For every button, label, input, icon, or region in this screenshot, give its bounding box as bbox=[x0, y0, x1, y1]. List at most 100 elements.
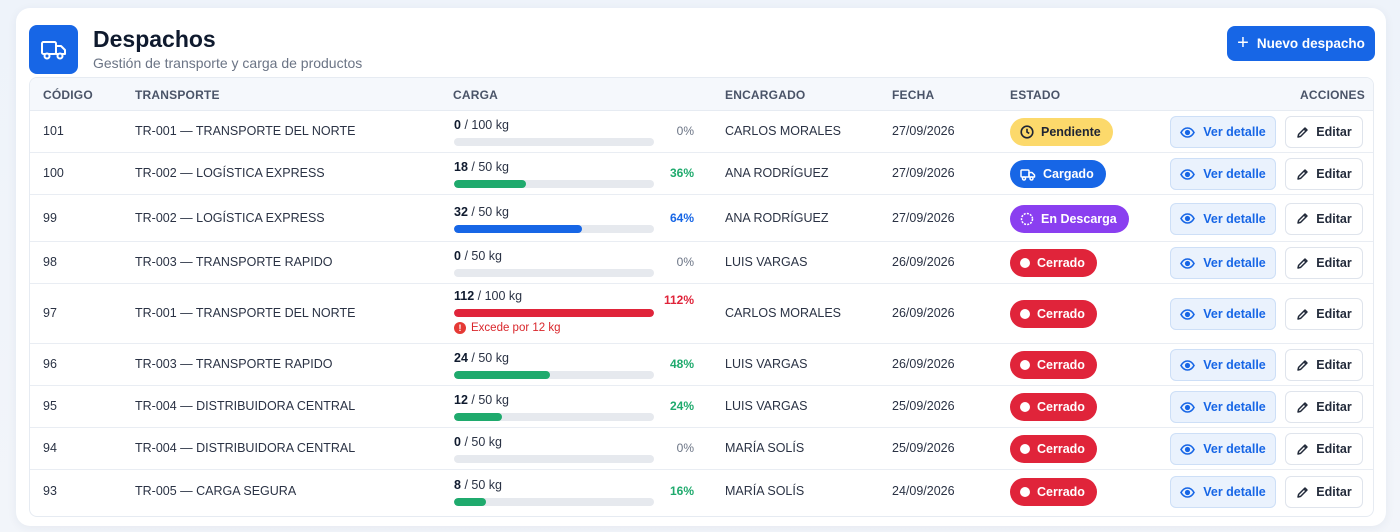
status-badge: Cerrado bbox=[1010, 351, 1097, 379]
edit-label: Editar bbox=[1316, 307, 1352, 321]
new-dispatch-button[interactable]: + Nuevo despacho bbox=[1227, 26, 1375, 61]
row-load: 18 / 50 kg bbox=[454, 160, 509, 174]
edit-label: Editar bbox=[1316, 167, 1352, 181]
load-progress-fill bbox=[454, 309, 654, 317]
edit-button[interactable]: Editar bbox=[1285, 202, 1363, 235]
status-label: En Descarga bbox=[1041, 211, 1117, 226]
edit-label: Editar bbox=[1316, 485, 1352, 499]
row-manager: CARLOS MORALES bbox=[725, 306, 842, 320]
table-row: 93 TR-005 — CARGA SEGURA 8 / 50 kg 16% M… bbox=[30, 470, 1373, 514]
row-code: 101 bbox=[43, 124, 64, 138]
edit-button[interactable]: Editar bbox=[1285, 116, 1363, 148]
row-transport: TR-005 — CARGA SEGURA bbox=[135, 484, 297, 498]
view-detail-button[interactable]: Ver detalle bbox=[1170, 116, 1276, 148]
row-load-value: 12 bbox=[454, 393, 468, 407]
view-detail-button[interactable]: Ver detalle bbox=[1170, 298, 1276, 330]
dot-icon bbox=[1020, 309, 1030, 319]
edit-button[interactable]: Editar bbox=[1285, 349, 1363, 381]
status-badge: En Descarga bbox=[1010, 204, 1129, 233]
col-date: FECHA bbox=[892, 88, 935, 102]
row-code: 100 bbox=[43, 166, 64, 180]
load-progress-bar bbox=[454, 138, 654, 146]
eye-icon bbox=[1180, 168, 1196, 180]
edit-label: Editar bbox=[1316, 442, 1352, 456]
pencil-icon bbox=[1297, 213, 1309, 224]
load-progress-bar bbox=[454, 224, 654, 233]
row-manager: CARLOS MORALES bbox=[725, 124, 842, 138]
view-detail-label: Ver detalle bbox=[1203, 211, 1266, 226]
edit-button[interactable]: Editar bbox=[1285, 391, 1363, 423]
dot-icon bbox=[1020, 258, 1030, 268]
row-load-capacity: / 100 kg bbox=[477, 289, 523, 303]
edit-button[interactable]: Editar bbox=[1285, 158, 1363, 190]
row-transport: TR-003 — TRANSPORTE RAPIDO bbox=[135, 357, 333, 371]
load-progress-bar bbox=[454, 455, 654, 463]
row-load-value: 8 bbox=[454, 478, 461, 492]
row-transport: TR-002 — LOGÍSTICA EXPRESS bbox=[135, 166, 325, 180]
pencil-icon bbox=[1297, 443, 1309, 455]
row-load: 0 / 50 kg bbox=[454, 249, 502, 263]
row-date: 27/09/2026 bbox=[892, 210, 955, 225]
pencil-icon bbox=[1297, 126, 1309, 138]
view-detail-button[interactable]: Ver detalle bbox=[1170, 349, 1276, 381]
page-header: Despachos Gestión de transporte y carga … bbox=[29, 17, 1375, 77]
warning-text: Excede por 12 kg bbox=[471, 322, 561, 334]
eye-icon bbox=[1180, 213, 1196, 224]
row-transport: TR-004 — DISTRIBUIDORA CENTRAL bbox=[135, 441, 356, 455]
status-label: Cerrado bbox=[1037, 358, 1085, 372]
row-load-percent: 0% bbox=[676, 124, 694, 138]
edit-button[interactable]: Editar bbox=[1285, 433, 1363, 465]
row-load-value: 24 bbox=[454, 351, 468, 365]
view-detail-button[interactable]: Ver detalle bbox=[1170, 433, 1276, 465]
status-label: Cerrado bbox=[1037, 400, 1085, 414]
pencil-icon bbox=[1297, 308, 1309, 320]
load-progress-bar bbox=[454, 371, 654, 379]
table-row: 95 TR-004 — DISTRIBUIDORA CENTRAL 12 / 5… bbox=[30, 386, 1373, 428]
eye-icon bbox=[1180, 486, 1196, 498]
row-transport: TR-004 — DISTRIBUIDORA CENTRAL bbox=[135, 399, 356, 413]
status-label: Cerrado bbox=[1037, 307, 1085, 321]
table-row: 94 TR-004 — DISTRIBUIDORA CENTRAL 0 / 50… bbox=[30, 428, 1373, 470]
view-detail-button[interactable]: Ver detalle bbox=[1170, 391, 1276, 423]
status-badge: Cargado bbox=[1010, 160, 1106, 188]
clock-icon bbox=[1020, 125, 1034, 139]
row-date: 26/09/2026 bbox=[892, 357, 955, 371]
view-detail-label: Ver detalle bbox=[1203, 442, 1266, 456]
row-date: 26/09/2026 bbox=[892, 255, 955, 269]
row-load-percent: 48% bbox=[669, 357, 694, 371]
view-detail-button[interactable]: Ver detalle bbox=[1170, 202, 1276, 235]
dot-icon bbox=[1020, 402, 1030, 412]
status-badge: Pendiente bbox=[1010, 118, 1113, 146]
col-actions: ACCIONES bbox=[1300, 88, 1365, 102]
view-detail-label: Ver detalle bbox=[1203, 400, 1266, 414]
edit-button[interactable]: Editar bbox=[1285, 298, 1363, 330]
table-row: 101 TR-001 — TRANSPORTE DEL NORTE 0 / 10… bbox=[30, 111, 1373, 153]
edit-button[interactable]: Editar bbox=[1285, 247, 1363, 279]
status-badge: Cerrado bbox=[1010, 249, 1097, 277]
edit-button[interactable]: Editar bbox=[1285, 476, 1363, 508]
row-load: 32 / 50 kg bbox=[454, 205, 509, 219]
view-detail-button[interactable]: Ver detalle bbox=[1170, 247, 1276, 279]
new-dispatch-label: Nuevo despacho bbox=[1256, 36, 1365, 51]
row-load-capacity: / 50 kg bbox=[471, 393, 509, 407]
view-detail-label: Ver detalle bbox=[1203, 307, 1266, 321]
load-progress-fill bbox=[454, 498, 486, 506]
row-code: 97 bbox=[43, 306, 57, 320]
row-manager: MARÍA SOLÍS bbox=[725, 484, 805, 498]
load-progress-fill bbox=[454, 413, 502, 421]
load-progress-fill bbox=[454, 224, 582, 233]
overload-warning: ! Excede por 12 kg bbox=[454, 322, 561, 334]
view-detail-button[interactable]: Ver detalle bbox=[1170, 158, 1276, 190]
dispatch-card: Despachos Gestión de transporte y carga … bbox=[16, 8, 1386, 526]
row-code: 94 bbox=[43, 441, 57, 455]
row-load: 8 / 50 kg bbox=[454, 478, 502, 492]
view-detail-label: Ver detalle bbox=[1203, 167, 1266, 181]
row-load-percent: 64% bbox=[669, 210, 694, 225]
row-manager: LUIS VARGAS bbox=[725, 255, 808, 269]
view-detail-button[interactable]: Ver detalle bbox=[1170, 476, 1276, 508]
eye-icon bbox=[1180, 359, 1196, 371]
row-load-capacity: / 50 kg bbox=[464, 435, 502, 449]
eye-icon bbox=[1180, 443, 1196, 455]
page-subtitle: Gestión de transporte y carga de product… bbox=[93, 55, 363, 71]
table-row: 100 TR-002 — LOGÍSTICA EXPRESS 18 / 50 k… bbox=[30, 153, 1373, 195]
